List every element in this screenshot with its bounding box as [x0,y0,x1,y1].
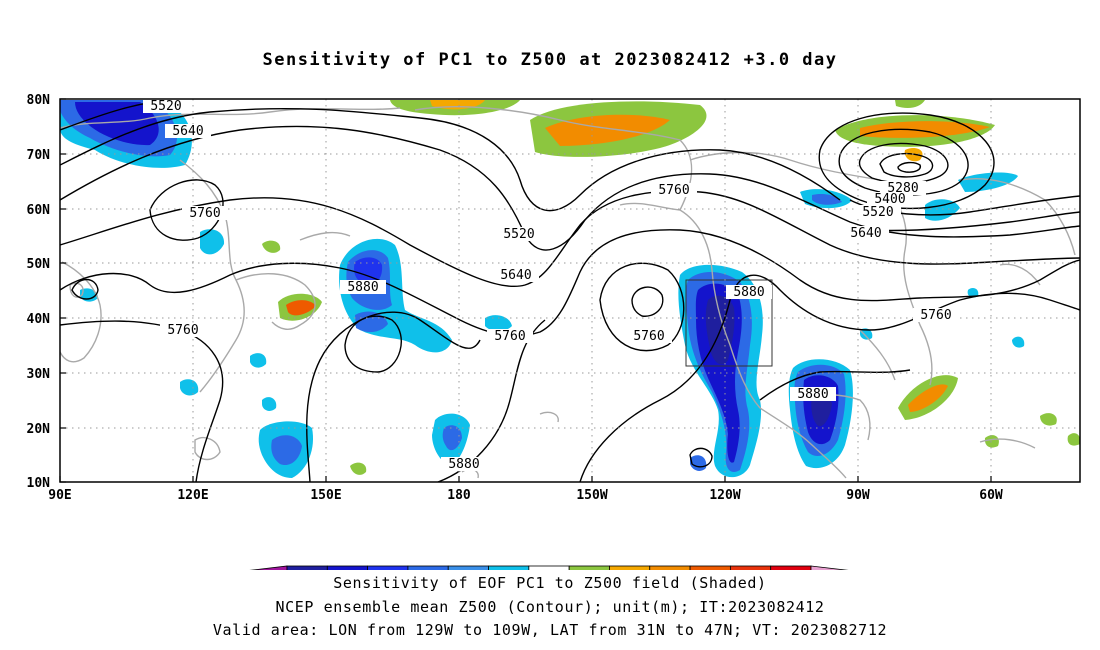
graticule [60,99,1080,482]
map-title: Sensitivity of PC1 to Z500 at 2023082412… [262,50,838,70]
colorbar-segment [770,565,812,570]
colorbar-segment [568,565,610,570]
longitude-labels: 90E 120E 150E 180 150W 120W 90W 60W [48,488,1003,503]
contour-label: 5880 [790,387,836,402]
contour-label: 5760 [182,206,228,221]
colorbar-segment [689,565,731,570]
colorbar-segment [286,565,328,570]
contour-label: 5640 [165,124,211,139]
contour-label: 5880 [726,285,772,300]
svg-text:5880: 5880 [347,280,378,295]
svg-text:5520: 5520 [503,227,534,242]
lon-label: 90E [48,488,71,503]
map-frame [59,98,1081,483]
colorbar-segment [609,565,651,570]
contour-label: 5760 [626,329,672,344]
lon-label: 180 [447,488,471,503]
svg-text:5760: 5760 [633,329,664,344]
svg-text:5760: 5760 [494,329,525,344]
svg-text:5520: 5520 [862,205,893,220]
colorbar-segment [488,565,530,570]
svg-text:5880: 5880 [797,387,828,402]
sensitivity-map: 5520 5640 5760 5760 5880 5760 5520 5640 … [27,93,1081,570]
positive-sensitivity-shading [262,100,1080,475]
lat-label: 70N [27,148,51,163]
lon-label: 120W [709,488,740,503]
svg-text:5760: 5760 [658,183,689,198]
lon-label: 120E [177,488,208,503]
svg-text:5640: 5640 [850,226,881,241]
colorbar-segment [249,565,288,570]
colorbar-segment [367,565,409,570]
colorbar-segment [447,565,489,570]
lat-label: 80N [27,93,51,108]
contour-label: 5760 [913,308,959,323]
contour-label: 5520 [855,205,901,220]
colorbar-segment [528,565,570,570]
lat-label: 60N [27,203,51,218]
contour-label: 5520 [143,99,189,114]
contour-label: 5880 [441,457,487,472]
svg-text:5880: 5880 [448,457,479,472]
lat-label: 50N [27,257,51,272]
contour-label: 5880 [340,280,386,295]
colorbar: -0.9-0.8-0.7-0.6-0.5-0.4-0.30.30.40.50.6… [249,565,849,570]
contour-label: 5640 [493,268,539,283]
colorbar-segment [810,565,849,570]
lon-label: 60W [979,488,1003,503]
colorbar-segment [649,565,691,570]
contour-label: 5520 [496,227,542,242]
lon-label: 150W [576,488,607,503]
colorbar-segment [326,565,369,570]
svg-text:5760: 5760 [189,206,220,221]
valid-area-box [685,279,773,367]
lat-label: 20N [27,422,51,437]
lat-label: 10N [27,476,51,491]
svg-text:5760: 5760 [920,308,951,323]
contour-label: 5400 [867,192,913,207]
contour-label: 5760 [487,329,533,344]
lon-label: 90W [846,488,870,503]
latitude-labels: 80N 70N 60N 50N 40N 30N 20N 10N [27,93,51,491]
svg-text:5400: 5400 [874,192,905,207]
svg-text:5880: 5880 [733,285,764,300]
caption-shading: Sensitivity of EOF PC1 to Z500 field (Sh… [333,574,767,592]
contour-label: 5760 [651,183,697,198]
contour-label: 5760 [160,323,206,338]
svg-text:5640: 5640 [500,268,531,283]
lat-label: 40N [27,312,51,327]
svg-text:5640: 5640 [172,124,203,139]
caption-valid-area: Valid area: LON from 129W to 109W, LAT f… [212,621,888,639]
colorbar-segment [729,565,772,570]
svg-text:5520: 5520 [150,99,181,114]
colorbar-segment [407,565,449,570]
negative-sensitivity-shading [60,100,1025,478]
caption-contour: NCEP ensemble mean Z500 (Contour); unit(… [275,598,825,616]
lon-label: 150E [310,488,341,503]
contour-labels: 5520 5640 5760 5760 5880 5760 5520 5640 … [143,99,959,472]
contour-label: 5640 [843,226,889,241]
lat-label: 30N [27,367,51,382]
svg-text:5760: 5760 [167,323,198,338]
tick-marks [59,98,992,483]
